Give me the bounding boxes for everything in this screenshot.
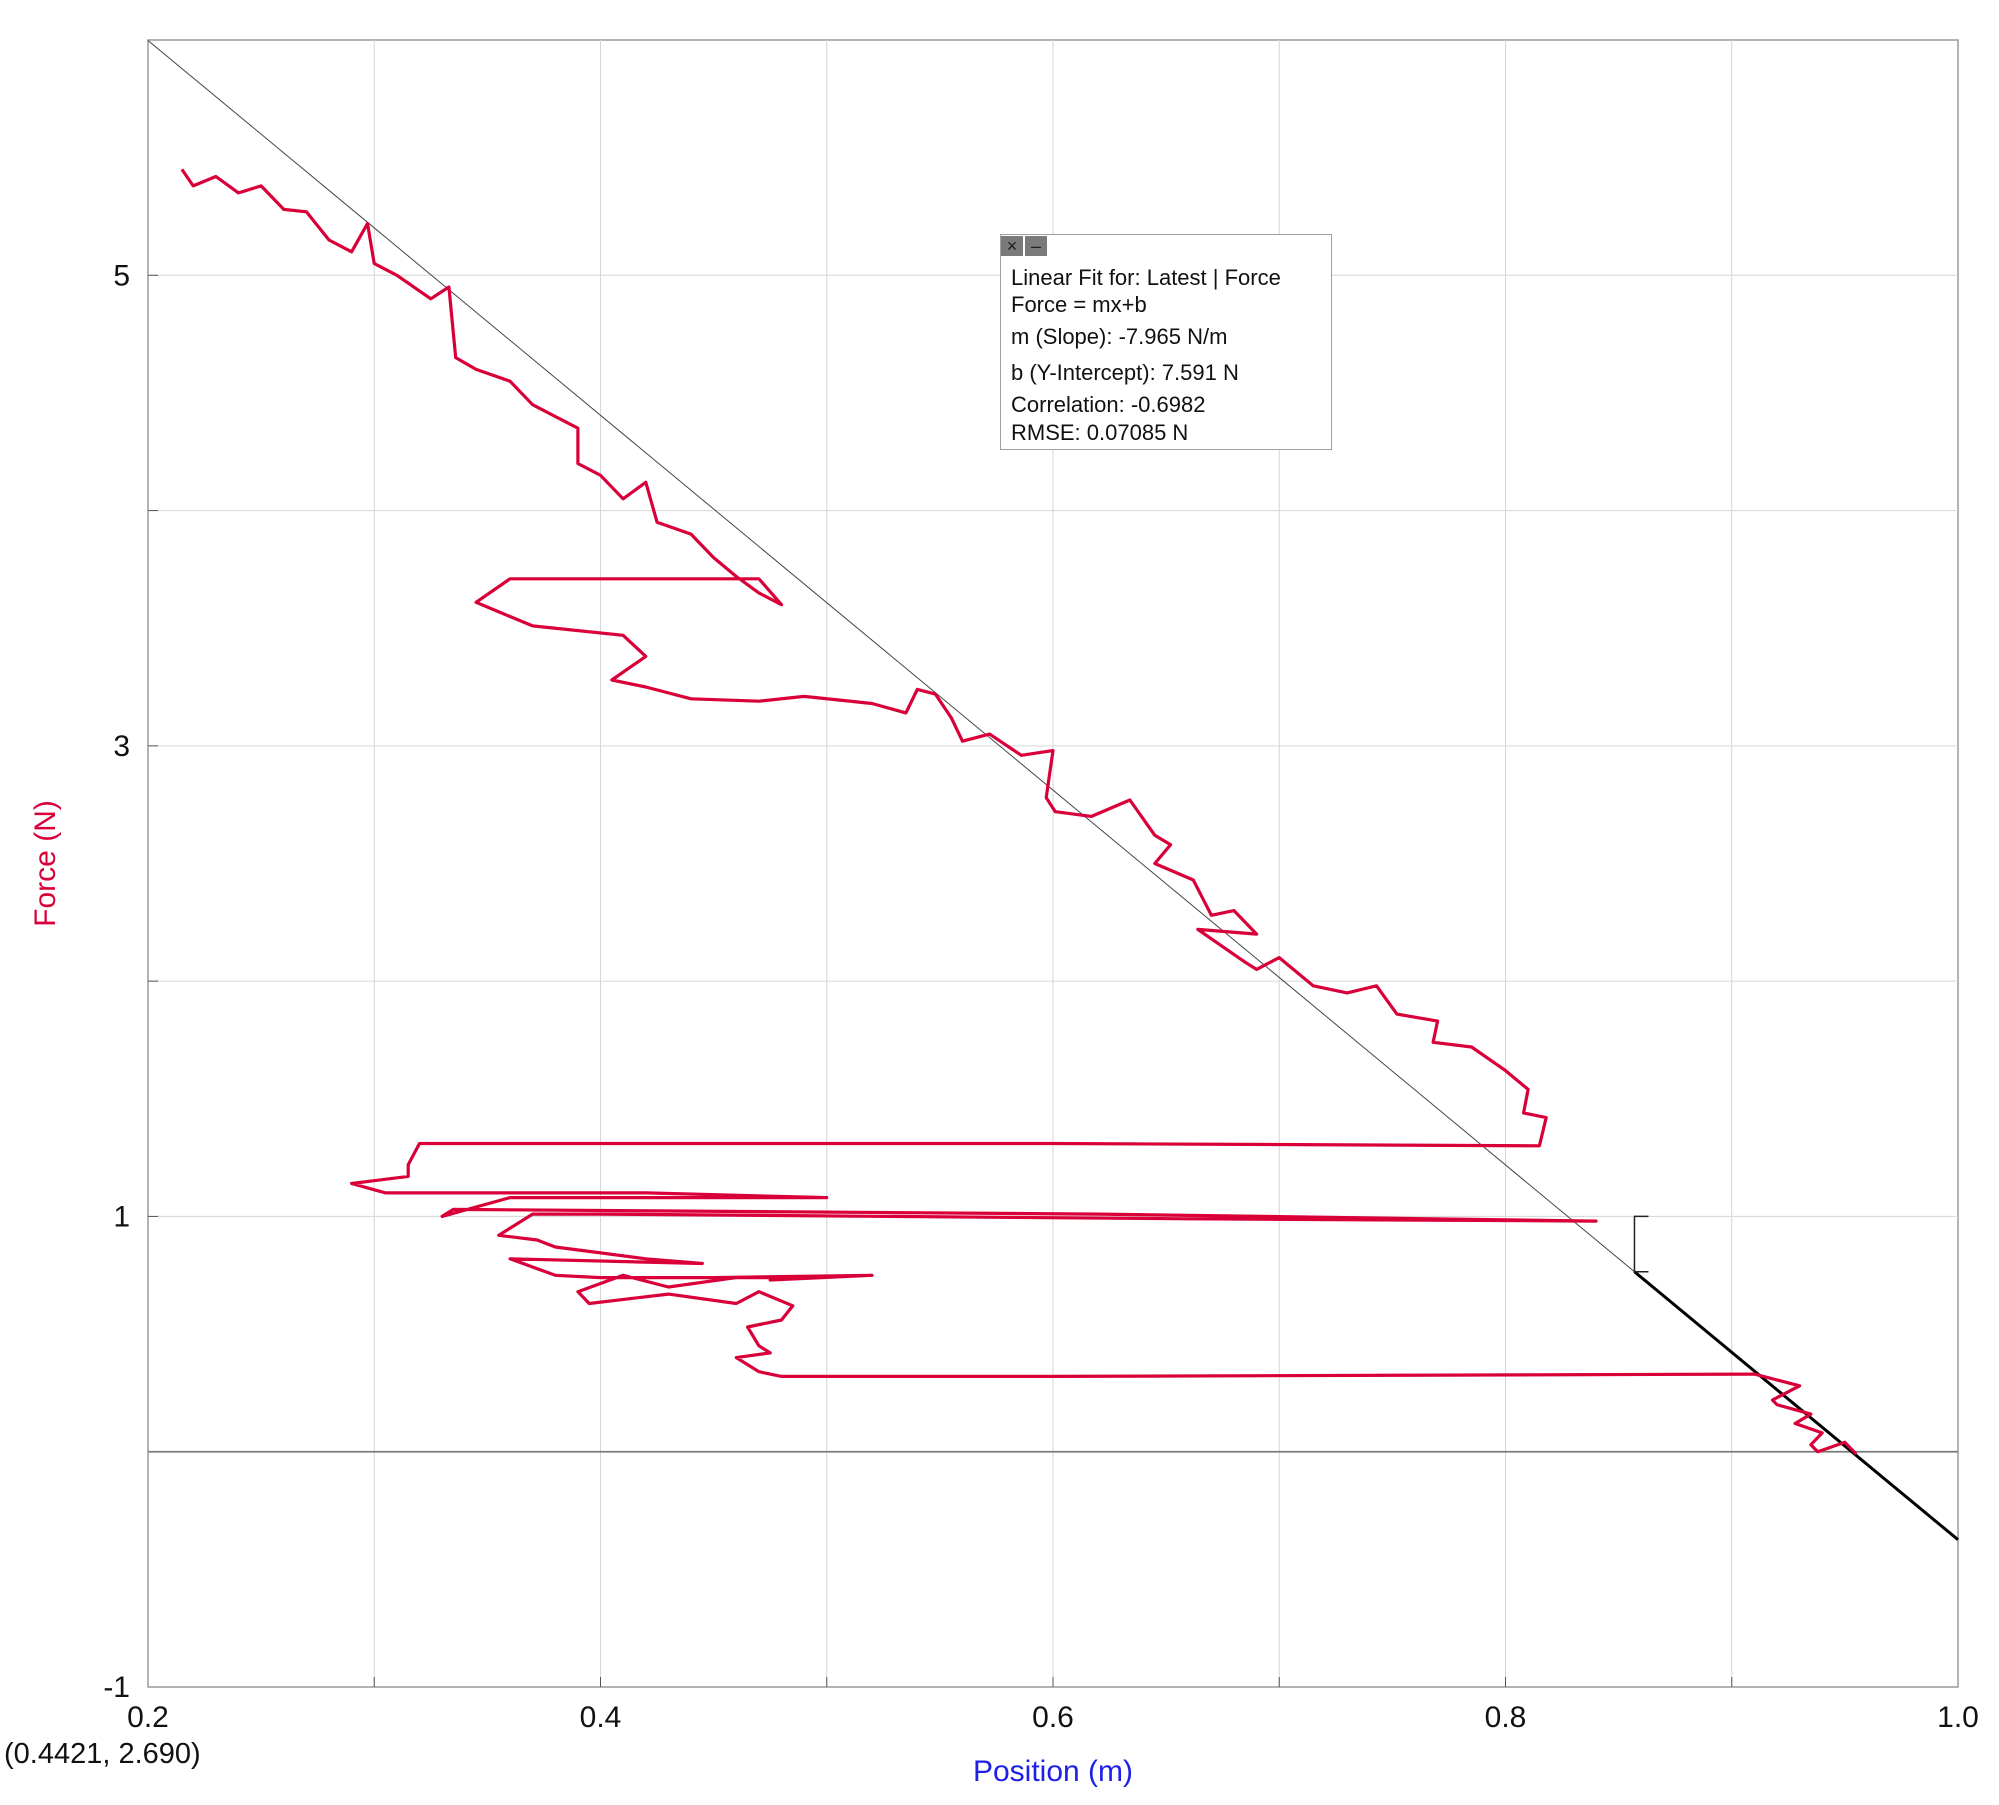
fit-slope: m (Slope): -7.965 N/m	[1011, 324, 1228, 349]
y-tick-label: 1	[113, 1200, 130, 1233]
fit-rmse: RMSE: 0.07085 N	[1011, 420, 1189, 445]
series-layer	[180, 168, 1858, 1456]
label-layer: 0.2 0.4 0.6 0.8 1.0 -1 1 3 5 Position (m) Force (N…	[29, 259, 1979, 1788]
x-axis-title: Position (m)	[973, 1755, 1133, 1788]
fit-correlation: Correlation: -0.6982	[1011, 392, 1206, 417]
close-icon[interactable]: ×	[1001, 236, 1023, 256]
minimize-icon[interactable]: –	[1025, 236, 1047, 256]
axis-layer	[148, 274, 1958, 1687]
fit-intercept: b (Y-Intercept): 7.591 N	[1011, 360, 1239, 385]
x-tick-label: 1.0	[1937, 1701, 1979, 1734]
fit-box-header: × –	[1001, 235, 1331, 257]
x-tick-label: 0.6	[1032, 1701, 1074, 1734]
x-tick-label: 0.8	[1485, 1701, 1527, 1734]
linear-fit-box[interactable]: × – Linear Fit for: Latest | Force Force…	[1000, 234, 1332, 450]
fit-equation: Force = mx+b	[1011, 292, 1147, 317]
fit-line-selected	[1633, 1270, 1959, 1541]
x-tick-label: 0.4	[580, 1701, 622, 1734]
y-axis-title: Force (N)	[29, 800, 62, 927]
cursor-readout: (0.4421, 2.690)	[4, 1738, 201, 1770]
y-tick-label: 3	[113, 730, 130, 763]
force-series-line	[180, 168, 1858, 1456]
fit-range-bracket	[1633, 1215, 1649, 1273]
fit-title: Linear Fit for: Latest | Force	[1011, 265, 1281, 290]
x-tick-label: 0.2	[127, 1701, 169, 1734]
y-tick-label: -1	[103, 1671, 130, 1704]
y-tick-label: 5	[113, 259, 130, 292]
